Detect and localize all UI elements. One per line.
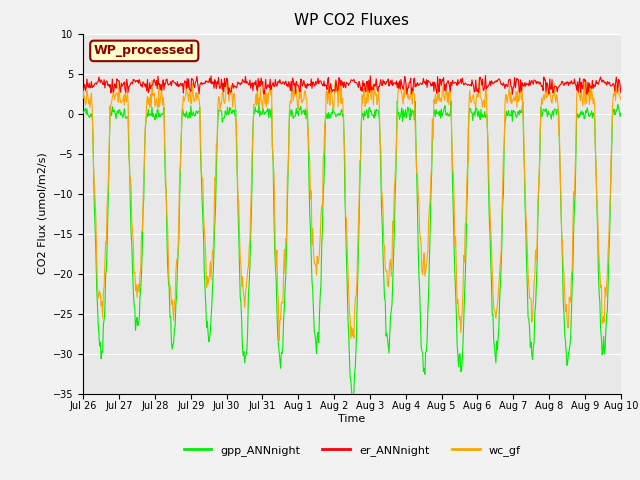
er_ANNnight bbox=[417, 81, 425, 86]
wc_gf bbox=[89, 139, 97, 144]
Title: WP CO2 Fluxes: WP CO2 Fluxes bbox=[294, 13, 410, 28]
gpp_ANNnight bbox=[349, 402, 356, 408]
er_ANNnight bbox=[199, 80, 207, 86]
Legend: gpp_ANNnight, er_ANNnight, wc_gf: gpp_ANNnight, er_ANNnight, wc_gf bbox=[179, 440, 525, 460]
er_ANNnight bbox=[482, 72, 490, 78]
wc_gf bbox=[275, 338, 283, 344]
X-axis label: Time: Time bbox=[339, 414, 365, 424]
wc_gf bbox=[418, 268, 426, 274]
wc_gf bbox=[617, 96, 625, 102]
wc_gf bbox=[199, 176, 207, 181]
er_ANNnight bbox=[79, 85, 87, 91]
er_ANNnight bbox=[89, 83, 97, 89]
gpp_ANNnight bbox=[617, 110, 625, 116]
wc_gf bbox=[227, 83, 235, 88]
Y-axis label: CO2 Flux (umol/m2/s): CO2 Flux (umol/m2/s) bbox=[37, 153, 47, 275]
Text: WP_processed: WP_processed bbox=[94, 44, 195, 58]
wc_gf bbox=[434, 86, 442, 92]
er_ANNnight bbox=[433, 90, 441, 96]
wc_gf bbox=[476, 75, 483, 81]
er_ANNnight bbox=[509, 92, 516, 97]
gpp_ANNnight bbox=[89, 132, 97, 137]
er_ANNnight bbox=[145, 90, 152, 96]
gpp_ANNnight bbox=[419, 350, 426, 356]
er_ANNnight bbox=[617, 90, 625, 96]
gpp_ANNnight bbox=[435, 109, 442, 115]
Line: wc_gf: wc_gf bbox=[83, 78, 621, 341]
gpp_ANNnight bbox=[394, 98, 401, 104]
Line: er_ANNnight: er_ANNnight bbox=[83, 75, 621, 95]
gpp_ANNnight bbox=[199, 214, 207, 220]
Line: gpp_ANNnight: gpp_ANNnight bbox=[83, 101, 621, 405]
wc_gf bbox=[79, 88, 87, 94]
gpp_ANNnight bbox=[227, 110, 235, 116]
er_ANNnight bbox=[227, 89, 235, 95]
wc_gf bbox=[145, 102, 152, 108]
gpp_ANNnight bbox=[79, 110, 87, 116]
gpp_ANNnight bbox=[145, 107, 152, 112]
